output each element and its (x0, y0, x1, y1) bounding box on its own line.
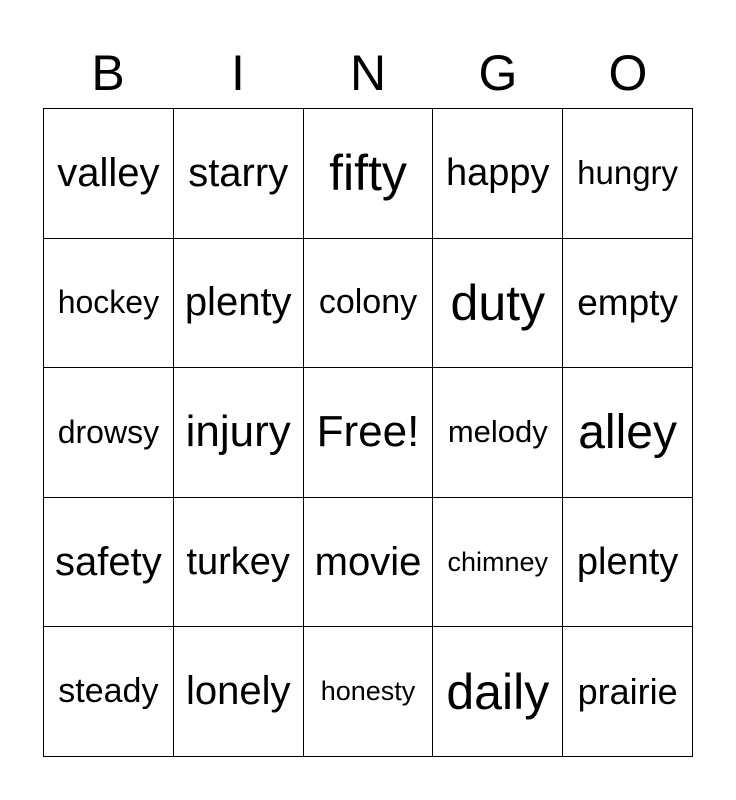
bingo-cell: plenty (173, 238, 304, 369)
bingo-header: B I N G O (43, 38, 693, 108)
bingo-cell: plenty (563, 497, 693, 628)
bingo-cell: duty (433, 238, 564, 369)
bingo-cell: steady (44, 627, 174, 757)
header-letter-g: G (478, 45, 518, 101)
bingo-cell: fifty (303, 109, 434, 239)
bingo-cell: movie (303, 497, 434, 628)
bingo-cell: chimney (433, 497, 564, 628)
bingo-cell: alley (563, 368, 693, 498)
bingo-cell: safety (44, 497, 174, 628)
bingo-cell: starry (173, 109, 304, 239)
bingo-cell: honesty (303, 627, 434, 757)
bingo-cell: empty (563, 238, 693, 369)
header-letter-n: N (349, 45, 387, 101)
bingo-cell: melody (433, 368, 564, 498)
bingo-cell: hockey (44, 238, 174, 369)
bingo-cell: daily (433, 627, 564, 757)
bingo-cell: happy (433, 109, 564, 239)
bingo-cell: colony (303, 238, 434, 369)
bingo-cell: injury (173, 368, 304, 498)
bingo-cell: hungry (563, 109, 693, 239)
bingo-cell: prairie (563, 627, 693, 757)
bingo-grid: valley starry fifty happy hungry hockey plenty… (43, 108, 693, 757)
bingo-cell: drowsy (44, 368, 174, 498)
header-letter-o: O (608, 45, 648, 101)
bingo-cell: valley (44, 109, 174, 239)
header-letter-b: B (91, 45, 125, 101)
bingo-cell: lonely (173, 627, 304, 757)
bingo-cell: turkey (173, 497, 304, 628)
header-letter-i: I (231, 45, 245, 101)
bingo-cell: Free! (303, 368, 434, 498)
